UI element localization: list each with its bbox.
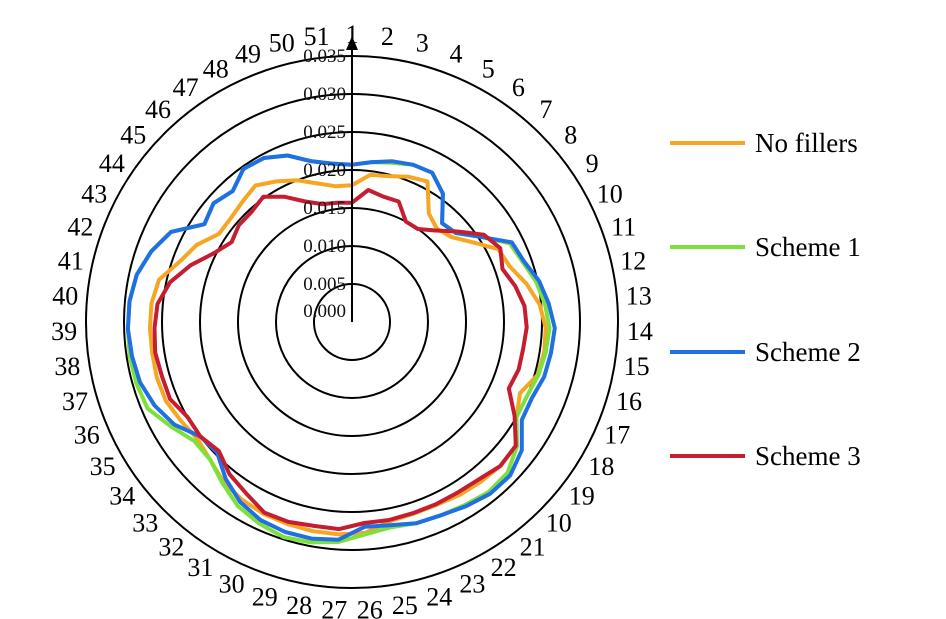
angular-label: 22: [491, 553, 517, 582]
angular-label: 45: [120, 121, 146, 150]
angular-label: 8: [564, 121, 577, 150]
angular-label: 13: [626, 281, 652, 310]
angular-label: 28: [286, 591, 312, 619]
angular-label: 36: [74, 420, 100, 449]
radial-tick-label: 0.030: [303, 84, 346, 105]
series-line-scheme-3: [152, 188, 529, 532]
angular-label: 49: [235, 39, 261, 68]
angular-label: 37: [62, 387, 88, 416]
radial-tick-label: 0.020: [303, 160, 346, 181]
radial-tick-label: 0.015: [303, 198, 346, 219]
angular-label: 42: [67, 212, 93, 241]
legend-label: Scheme 3: [755, 441, 861, 471]
angular-label: 25: [392, 591, 418, 619]
axis-arrow-icon: [346, 36, 358, 50]
radial-axis: 0.000 0.005 0.010 0.015 0.020 0.025 0.030 0.035: [303, 36, 358, 322]
angular-label: 51: [304, 22, 330, 51]
series-line-scheme-2: [125, 153, 557, 542]
series-group: [125, 153, 557, 545]
angular-label: 29: [252, 582, 278, 611]
legend: No fillers Scheme 1 Scheme 2 Scheme 3: [670, 128, 861, 471]
angular-labels: 1 2 3 4567891011121314151617181910212223242…: [51, 20, 653, 619]
angular-label: 38: [54, 352, 80, 381]
angular-label: 27: [321, 596, 347, 619]
legend-label: Scheme 2: [755, 337, 861, 367]
angular-label: 48: [203, 54, 229, 83]
radial-tick-label: 0.010: [303, 236, 346, 257]
angular-label: 12: [620, 246, 646, 275]
legend-label: No fillers: [755, 128, 858, 158]
angular-label: 17: [604, 420, 630, 449]
legend-label: Scheme 1: [755, 232, 861, 262]
radial-tick-label: 0.000: [303, 301, 346, 322]
angular-label: 11: [611, 212, 636, 241]
angular-label: 41: [58, 246, 84, 275]
angular-label: 35: [90, 452, 116, 481]
angular-label: 24: [426, 582, 452, 611]
radial-tick-label: 0.035: [303, 46, 346, 67]
angular-label: 7: [540, 95, 553, 124]
angular-label: 31: [187, 553, 213, 582]
series-line-no-fillers: [147, 172, 548, 537]
angular-label: 4: [450, 39, 463, 68]
angular-label: 39: [51, 317, 77, 346]
radial-tick-label: 0.005: [303, 274, 346, 295]
angular-label: 10: [546, 509, 572, 538]
angular-label: 32: [158, 532, 184, 561]
angular-label: 46: [145, 95, 171, 124]
angular-label: 9: [586, 149, 599, 178]
angular-label: 23: [459, 570, 485, 599]
angular-label: 1: [346, 20, 359, 49]
angular-label: 14: [627, 317, 653, 346]
angular-label: 44: [99, 149, 125, 178]
angular-label: 33: [132, 509, 158, 538]
angular-label: 10: [597, 180, 623, 209]
angular-label: 19: [569, 482, 595, 511]
angular-label: 6: [512, 73, 525, 102]
angular-label: 30: [219, 570, 245, 599]
angular-label: 18: [588, 452, 614, 481]
angular-label: 5: [482, 54, 495, 83]
angular-label: 15: [624, 352, 650, 381]
radial-tick-label: 0.025: [303, 122, 346, 143]
angular-label: 40: [52, 281, 78, 310]
angular-label: 26: [357, 596, 383, 619]
angular-label: 3: [416, 29, 429, 58]
angular-label: 16: [616, 387, 642, 416]
angular-label: 50: [269, 29, 295, 58]
angular-label: 2: [381, 22, 394, 51]
angular-label: 43: [81, 180, 107, 209]
angular-label: 34: [109, 482, 135, 511]
angular-label: 21: [520, 532, 546, 561]
angular-label: 47: [173, 73, 199, 102]
